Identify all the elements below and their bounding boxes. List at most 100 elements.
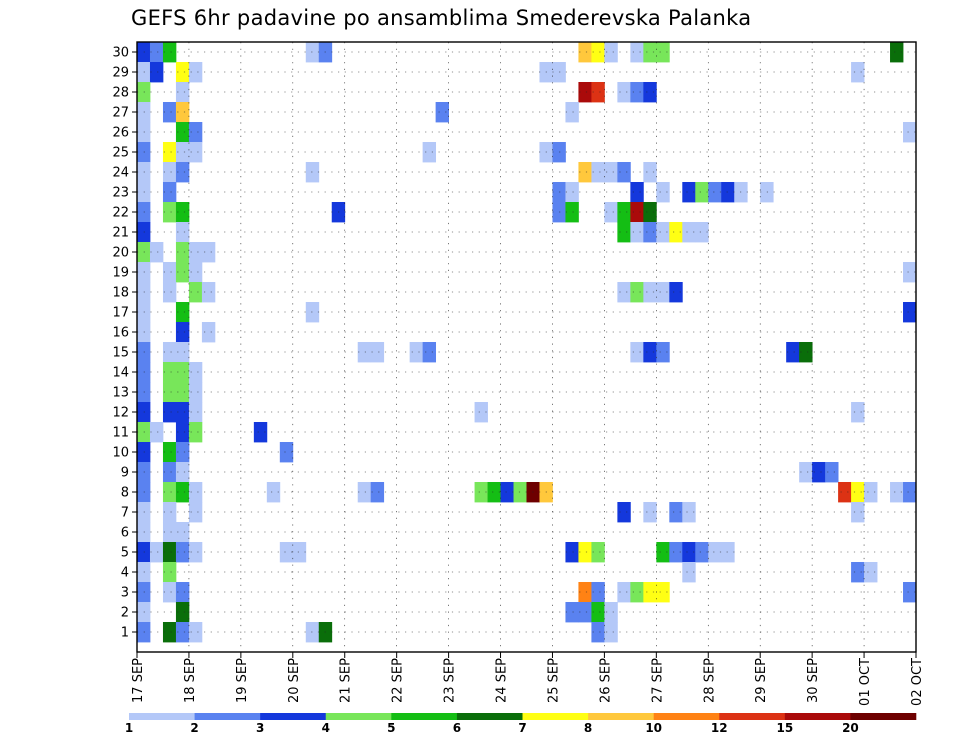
x-tick-label: 26 SEP (598, 658, 613, 703)
dotted-gridlines (137, 42, 916, 652)
heatmap-cell (162, 582, 177, 603)
heatmap-cell (137, 182, 151, 203)
heatmap-cell (591, 622, 605, 643)
y-tick-label: 2 (121, 606, 129, 621)
colorbar-label: 5 (387, 721, 395, 735)
heatmap-cell (162, 462, 177, 483)
heatmap-cell (851, 482, 865, 503)
heatmap-cell (137, 562, 151, 583)
heatmap-cell (188, 262, 203, 283)
heatmap-cell (137, 422, 151, 443)
heatmap-cell (604, 42, 618, 63)
heatmap-cell (591, 542, 605, 563)
heatmap-cell (188, 382, 203, 403)
x-axis-ticks: 17 SEP 18 SEP 19 SEP 20 SEP 21 SEP 22 SEP 23 S… (131, 652, 925, 706)
heatmap-cell (656, 222, 670, 243)
heatmap-cell (162, 102, 177, 123)
heatmap-cell (137, 42, 151, 63)
y-tick-label: 25 (112, 146, 129, 161)
heatmap-cell (162, 182, 177, 203)
y-tick-label: 19 (112, 266, 129, 281)
plot-frame (136, 41, 917, 653)
colorbar-label: 6 (453, 721, 461, 735)
y-tick-label: 8 (121, 486, 129, 501)
heatmap-cell (137, 302, 151, 323)
colorbar-swatch (850, 713, 917, 720)
y-tick-label: 28 (112, 86, 129, 101)
heatmap-cell (149, 62, 164, 83)
heatmap-cell (682, 222, 696, 243)
heatmap-cell (137, 602, 151, 623)
heatmap-cell (175, 222, 190, 243)
x-tick-label: 02 OCT (910, 658, 925, 706)
colorbar-swatch (522, 713, 589, 720)
heatmap-cell (682, 562, 696, 583)
heatmap-cell (890, 482, 904, 503)
heatmap-cell (137, 382, 151, 403)
heatmap-cell (682, 542, 696, 563)
heatmap-cell (578, 582, 592, 603)
heatmap-cell (708, 542, 722, 563)
heatmap-cell (565, 102, 579, 123)
heatmap-cell (175, 202, 190, 223)
heatmap-cell (682, 502, 696, 523)
heatmap-cell (851, 62, 865, 83)
heatmap-cell (565, 182, 579, 203)
heatmap-cell (669, 502, 683, 523)
heatmap-cell (175, 462, 190, 483)
y-tick-label: 18 (112, 286, 129, 301)
heatmap-cell (137, 62, 151, 83)
y-tick-label: 24 (112, 166, 129, 181)
heatmap-cell (137, 102, 151, 123)
colorbar-label: 4 (322, 721, 330, 735)
heatmap-cell (370, 342, 385, 363)
heatmap-cell (422, 342, 437, 363)
y-tick-label: 30 (112, 46, 129, 61)
heatmap-cell (825, 462, 839, 483)
heatmap-cell (188, 122, 203, 143)
heatmap-cell (604, 162, 618, 183)
x-tick-label: 29 SEP (754, 658, 769, 703)
heatmap-cell (474, 402, 488, 423)
heatmap-cell (838, 482, 852, 503)
heatmap-cell (851, 562, 865, 583)
heatmap-cell (617, 282, 631, 303)
x-tick-label: 24 SEP (495, 658, 510, 703)
heatmap-cell (175, 582, 190, 603)
heatmap-cell (630, 82, 644, 103)
heatmap-cell (357, 482, 372, 503)
heatmap-cell (903, 582, 917, 603)
heatmap-cell (409, 342, 424, 363)
colorbar-label: 8 (584, 721, 592, 735)
heatmap-cell (305, 42, 320, 63)
heatmap-cell (137, 342, 151, 363)
heatmap-cell (137, 462, 151, 483)
heatmap-cell (188, 362, 203, 383)
heatmap-cell (578, 82, 592, 103)
heatmap-cell (630, 582, 644, 603)
x-tick-label: 20 SEP (287, 658, 302, 703)
heatmap-cell (487, 482, 501, 503)
heatmap-cell (201, 322, 216, 343)
heatmap-cell (188, 62, 203, 83)
heatmap-cell (903, 482, 917, 503)
heatmap-cell (578, 602, 592, 623)
heatmap-cell (188, 502, 203, 523)
x-tick-label: 22 SEP (391, 658, 406, 703)
colorbar-label: 7 (518, 721, 526, 735)
heatmap-cell (643, 162, 657, 183)
colorbar-swatch (719, 713, 786, 720)
heatmap-cell (175, 402, 190, 423)
heatmap-cell (903, 302, 917, 323)
heatmap-cell (175, 422, 190, 443)
heatmap-cell (175, 242, 190, 263)
heatmap-cell (695, 182, 709, 203)
heatmap-cells (137, 42, 917, 643)
colorbar-swatch (653, 713, 720, 720)
heatmap-cell (149, 542, 164, 563)
heatmap-cell (591, 162, 605, 183)
heatmap-cell (474, 482, 488, 503)
heatmap-cell (162, 362, 177, 383)
colorbar-label: 20 (842, 721, 859, 735)
colorbar-legend: 1 2 3 4 5 6 7 8 10 12 15 20 (125, 713, 917, 735)
